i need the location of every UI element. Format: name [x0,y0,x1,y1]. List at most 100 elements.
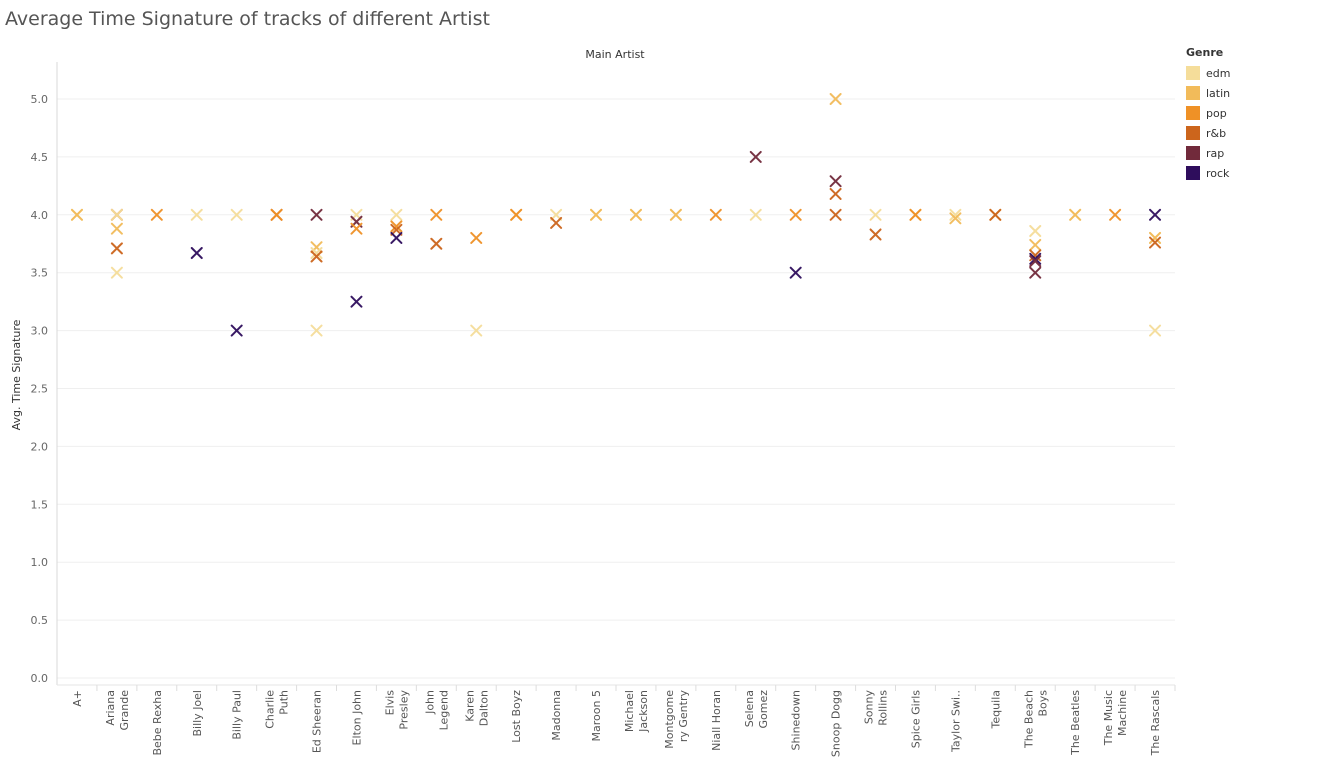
y-tick-label: 2.0 [31,440,49,453]
data-point [1069,208,1082,221]
legend-swatch [1186,66,1200,80]
legend-item: edm [1186,63,1230,83]
legend-title: Genre [1186,46,1224,59]
legend-label: rock [1206,166,1230,180]
data-point [829,187,842,200]
data-point [350,222,363,235]
y-tick-label: 5.0 [31,93,49,106]
y-tick-label: 3.0 [31,325,49,338]
x-tick-label: Billy Paul [231,690,244,740]
data-point [1029,266,1042,279]
legend-label: latin [1206,86,1231,100]
x-tick-label: Legend [437,690,450,730]
x-tick-label-group: Maroon 5 [590,690,603,741]
legend-item: rap [1186,143,1230,163]
x-tick-label-group: The Music Machine [1102,690,1129,746]
data-point [629,208,642,221]
x-tick-label: John [423,690,436,715]
x-tick-label-group: The Beach Boys [1022,690,1049,749]
data-point [270,208,283,221]
x-tick-label: Niall Horan [710,690,723,751]
data-point [1029,238,1042,251]
x-tick-label-group: Madonna [550,690,563,741]
data-point [949,212,962,225]
x-tick-label: Rollins [877,690,890,726]
x-tick-label: Lost Boyz [510,690,523,743]
y-tick-label: 4.0 [31,209,49,222]
x-tick-label: The Music [1102,690,1115,746]
x-tick-label: Snoop Dogg [830,690,843,757]
y-tick-label: 4.5 [31,151,49,164]
x-tick-label-group: The Beatles [1069,690,1082,756]
legend-swatch [1186,126,1200,140]
x-tick-label-group: A+ [71,690,84,707]
x-tick-label-group: The Rascals [1149,690,1162,757]
data-point [1149,236,1162,249]
x-tick-label: Elvis [383,690,396,716]
data-point [829,175,842,188]
data-point [230,208,243,221]
data-point [709,208,722,221]
x-tick-label: Machine [1116,690,1129,736]
data-point [110,222,123,235]
x-tick-label-group: Bebe Rexha [151,690,164,756]
data-point [190,247,203,260]
data-point [310,247,323,260]
data-point [390,208,403,221]
legend-item: r&b [1186,123,1230,143]
x-tick-label-group: Elvis Presley [383,690,410,730]
data-point [350,295,363,308]
data-point [470,324,483,337]
x-tick-label: Bebe Rexha [151,690,164,756]
legend-label: rap [1206,146,1225,160]
x-tick-label-group: Ed Sheeran [311,690,324,753]
x-tick-label: Michael [623,690,636,732]
y-tick-label: 1.0 [31,556,49,569]
data-point [390,220,403,233]
x-tick-label-group: Spice Girls [909,690,922,748]
x-tick-label-group: Taylor Swi.. [949,690,962,753]
data-point [190,208,203,221]
x-tick-label: Karen [463,690,476,722]
data-point [390,231,403,244]
data-point [550,216,563,229]
data-point [590,208,603,221]
x-tick-label: Boys [1036,690,1049,717]
x-tick-label: Billy Joel [191,690,204,737]
x-tick-label-group: Lost Boyz [510,690,523,743]
x-tick-label: Taylor Swi.. [949,690,962,753]
data-point [1149,231,1162,244]
x-tick-label: A+ [71,690,84,707]
data-point [749,208,762,221]
data-point [310,324,323,337]
x-tick-label: Ed Sheeran [311,690,324,753]
data-point [829,93,842,105]
legend: Genre edm latin pop r&b rap rock [1186,46,1230,183]
x-tick-label-group: Michael Jackson [623,690,650,733]
x-tick-label: The Rascals [1149,690,1162,757]
x-tick-label: Ariana [104,690,117,726]
data-point [110,266,123,279]
data-point [829,208,842,221]
x-tick-label: Puth [278,690,291,715]
x-tick-label-group: Billy Paul [231,690,244,740]
legend-item: rock [1186,163,1230,183]
x-tick-label-group: Selena Gomez [743,690,770,729]
data-point [110,208,123,221]
data-point [1029,252,1042,265]
x-tick-label: Montgome [663,690,676,749]
legend-swatch [1186,106,1200,120]
data-point [789,208,802,221]
data-point [310,250,323,263]
axes: 0.0 0.5 1.0 1.5 2.0 2.5 3.0 3.5 4.0 4.5 5.0 [31,62,1176,691]
x-tick-label-group: Shinedown [790,690,803,750]
data-point [749,150,762,163]
data-point [1149,324,1162,337]
legend-item: pop [1186,103,1230,123]
x-tick-label: Jackson [637,690,650,733]
x-tick-label-group: Billy Joel [191,690,204,737]
x-tick-label: Maroon 5 [590,690,603,741]
legend-label: edm [1206,66,1231,80]
y-axis-title: Avg. Time Signature [10,319,23,430]
